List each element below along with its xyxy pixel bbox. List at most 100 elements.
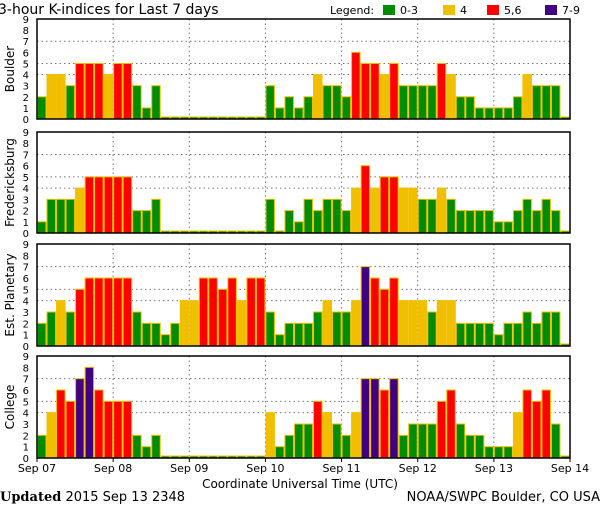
k-bar bbox=[284, 322, 294, 347]
k-bar bbox=[360, 165, 371, 234]
k-bar bbox=[427, 423, 437, 459]
k-bar bbox=[227, 277, 237, 347]
k-bar bbox=[531, 322, 542, 347]
k-bar bbox=[446, 74, 456, 120]
k-bar bbox=[550, 210, 561, 234]
k-bar bbox=[151, 198, 161, 234]
k-bar bbox=[84, 176, 95, 234]
y-tick-label: 5 bbox=[23, 173, 29, 184]
panel-label: Est. Planetary bbox=[3, 253, 17, 336]
k-bar bbox=[284, 210, 294, 234]
k-bar bbox=[455, 423, 466, 459]
k-bar bbox=[332, 198, 342, 234]
k-bar bbox=[427, 311, 437, 347]
k-bar bbox=[436, 187, 447, 234]
k-bar bbox=[474, 210, 485, 234]
k-bar bbox=[484, 107, 494, 120]
k-bar bbox=[417, 423, 428, 459]
y-tick-label: 6 bbox=[23, 162, 29, 173]
k-bar bbox=[313, 210, 323, 234]
k-bar bbox=[65, 198, 76, 234]
y-tick-label: 8 bbox=[23, 139, 29, 150]
legend-entry-3: 7-9 bbox=[562, 4, 580, 17]
y-tick-label: 2 bbox=[23, 319, 29, 330]
source-credit: NOAA/SWPC Boulder, CO USA bbox=[406, 490, 600, 505]
k-bar bbox=[284, 96, 294, 120]
y-tick-label: 1 bbox=[23, 443, 29, 454]
k-bar bbox=[56, 198, 66, 234]
legend-swatch-1 bbox=[443, 5, 455, 15]
k-bar bbox=[351, 300, 361, 347]
k-bar bbox=[160, 334, 171, 347]
k-bar bbox=[398, 434, 409, 459]
k-bar bbox=[370, 62, 380, 120]
k-bar bbox=[446, 198, 456, 234]
k-bar bbox=[332, 311, 342, 347]
k-bar bbox=[132, 210, 142, 234]
k-bar bbox=[265, 198, 275, 234]
k-bar bbox=[446, 300, 456, 347]
k-bar bbox=[246, 277, 256, 347]
k-bar bbox=[541, 85, 551, 120]
k-bar bbox=[465, 210, 475, 234]
k-bar bbox=[37, 322, 47, 347]
k-bar bbox=[170, 322, 180, 347]
y-tick-label: 4 bbox=[23, 297, 29, 308]
k-bar bbox=[84, 366, 95, 459]
k-bar bbox=[303, 96, 314, 120]
k-bar bbox=[322, 300, 333, 347]
k-bar bbox=[198, 277, 209, 347]
y-tick-label: 8 bbox=[23, 251, 29, 262]
k-bar bbox=[493, 107, 504, 120]
y-tick-label: 0 bbox=[23, 229, 29, 240]
k-bar bbox=[56, 389, 66, 459]
y-tick-label: 5 bbox=[23, 59, 29, 70]
panel-label: Fredericksburg bbox=[3, 138, 17, 227]
k-bar bbox=[436, 300, 447, 347]
k-bar bbox=[341, 210, 352, 234]
k-bar bbox=[65, 400, 76, 459]
k-bar bbox=[341, 311, 352, 347]
k-bar bbox=[541, 311, 551, 347]
y-tick-label: 5 bbox=[23, 397, 29, 408]
k-bar bbox=[132, 434, 142, 459]
panel-frame bbox=[36, 131, 571, 234]
k-bar bbox=[484, 446, 494, 459]
k-bar bbox=[474, 107, 485, 120]
k-bar bbox=[389, 277, 399, 347]
k-bar bbox=[322, 412, 333, 459]
x-tick-label: Sep 08 bbox=[94, 462, 132, 475]
y-tick-label: 1 bbox=[23, 104, 29, 115]
y-tick-label: 6 bbox=[23, 386, 29, 397]
k-bar bbox=[94, 277, 104, 347]
k-bar bbox=[122, 277, 133, 347]
k-bar bbox=[474, 322, 485, 347]
k-bar bbox=[389, 378, 399, 459]
k-bar bbox=[417, 198, 428, 234]
updated-label: Updated bbox=[0, 490, 62, 505]
y-tick-label: 2 bbox=[23, 93, 29, 104]
k-bar bbox=[351, 412, 361, 459]
k-bar bbox=[360, 266, 371, 347]
updated-value: 2015 Sep 13 2348 bbox=[65, 490, 186, 505]
k-bar bbox=[379, 389, 390, 459]
y-tick-label: 8 bbox=[23, 363, 29, 374]
k-bar bbox=[522, 198, 532, 234]
k-bar bbox=[512, 210, 523, 234]
k-bar bbox=[151, 85, 161, 120]
panel-frame bbox=[36, 355, 571, 459]
k-bar bbox=[122, 176, 133, 234]
y-tick-label: 0 bbox=[23, 342, 29, 353]
k-bar bbox=[417, 300, 428, 347]
legend-swatch-3 bbox=[545, 5, 557, 15]
k-bar bbox=[455, 210, 466, 234]
k-bar bbox=[522, 74, 532, 120]
k-bar bbox=[455, 96, 466, 120]
k-bar bbox=[179, 300, 190, 347]
y-tick-label: 9 bbox=[23, 352, 29, 363]
legend-entry-1: 4 bbox=[460, 4, 467, 17]
k-bar bbox=[65, 85, 76, 120]
k-bar bbox=[37, 434, 47, 459]
k-bar bbox=[274, 334, 285, 347]
k-bar bbox=[103, 176, 114, 234]
